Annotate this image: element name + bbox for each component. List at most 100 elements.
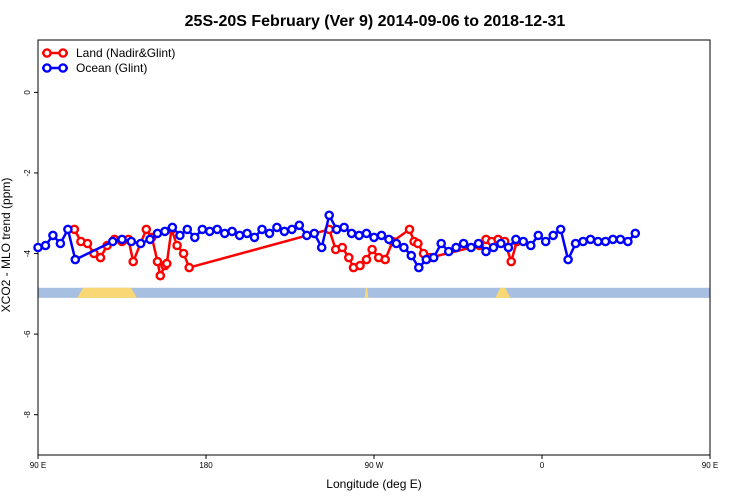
ocean-point [167,222,178,233]
y-tick-label: -6 [23,330,32,338]
ocean-point [548,230,559,241]
legend: Land (Nadir&Glint)Ocean (Glint) [42,46,175,75]
legend-marker [58,63,68,73]
ocean-point [287,224,297,235]
y-tick-label: -2 [23,169,32,177]
ocean-point [406,250,417,261]
ocean-point [354,230,364,241]
ocean-point [33,242,43,253]
ocean-point [451,242,461,253]
ocean-point [264,228,275,239]
ocean-point [578,236,588,247]
ocean-point [55,238,66,249]
ocean-point [473,238,484,249]
ocean-point [496,238,506,249]
ocean-point [272,222,282,233]
land-point [172,240,182,251]
ocean-point [623,236,633,247]
x-tick-label: 180 [199,461,213,470]
chart-title: 25S-20S February (Ver 9) 2014-09-06 to 2… [185,13,566,30]
ocean-point [135,238,146,249]
legend-label: Land (Nadir&Glint) [76,46,175,60]
y-tick-label: 0 [23,90,32,95]
ocean-point [234,230,245,241]
series-layer [33,210,641,281]
ocean-point [249,232,260,243]
ocean-point [533,230,544,241]
x-axis-label: Longitude (deg E) [326,477,421,491]
ocean-point [503,242,514,253]
band-ocean [38,287,710,298]
ocean-point [361,228,372,239]
ocean-point [70,254,81,265]
ocean-point [219,228,230,239]
ocean-point [227,226,237,237]
ocean-point [436,238,447,249]
ocean-point [309,228,320,239]
ocean-point [413,262,424,273]
land-point [155,270,166,281]
ocean-point [466,242,476,253]
x-tick-label: 90 W [365,461,384,470]
ocean-point [152,228,163,239]
ocean-point [421,254,432,265]
land-point [367,244,377,255]
ocean-point [511,234,521,245]
land-point [141,224,152,235]
ocean-point [331,224,342,235]
legend-marker [42,63,52,73]
ocean-point [294,220,305,231]
ocean-point [585,234,596,245]
ocean-point [204,226,215,237]
ocean-point [197,224,208,235]
x-tick-label: 90 E [702,461,718,470]
ocean-point [630,228,641,239]
y-tick-label: -8 [23,411,32,419]
ocean-point [189,232,200,243]
ocean-point [175,230,185,241]
land-point [184,262,194,273]
ocean-point [212,224,222,235]
y-axis: 0 -2 -4 -6 -8 [23,90,38,419]
land-point [355,260,365,271]
ocean-point [458,238,469,249]
ocean-point [376,230,387,241]
ocean-point [63,224,73,235]
ocean-point [182,224,193,235]
ocean-point [107,236,118,247]
ocean-point [369,232,379,243]
x-tick-label: 90 E [30,461,46,470]
land-point [343,252,354,263]
y-axis-label: XCO2 - MLO trend (ppm) [0,178,13,313]
ocean-point [117,234,127,245]
ocean-point [384,234,394,245]
land-point [413,238,423,249]
land-point [337,242,348,253]
ocean-point [540,236,551,247]
x-axis: 90 E 180 90 W 0 90 E [30,455,718,470]
legend-marker [58,48,68,58]
ocean-point [257,224,267,235]
ocean-point [346,228,357,239]
y-tick-label: -4 [23,249,32,257]
ocean-point [563,254,573,265]
surface-band [38,287,710,298]
land-point [380,254,391,265]
land-point [152,256,163,267]
ocean-point [316,242,327,253]
land-point [161,258,172,269]
ocean-point [428,252,439,263]
ocean-point [600,236,611,247]
ocean-point [488,242,499,253]
ocean-point [324,210,335,221]
ocean-point [40,240,51,251]
land-point [82,238,93,249]
ocean-point [555,224,566,235]
ocean-point [443,246,454,257]
ocean-point [242,228,252,239]
ocean-point [279,226,290,237]
band-land [364,287,369,298]
ocean-point [570,238,581,249]
ocean-point [526,240,536,251]
